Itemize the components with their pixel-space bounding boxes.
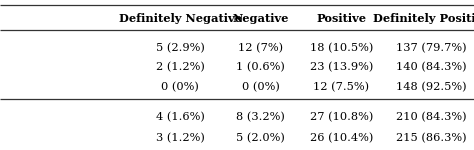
Text: 137 (79.7%): 137 (79.7%) bbox=[396, 43, 466, 53]
Text: Positive: Positive bbox=[316, 12, 366, 24]
Text: 0 (0%): 0 (0%) bbox=[161, 82, 199, 92]
Text: 5 (2.9%): 5 (2.9%) bbox=[155, 43, 205, 53]
Text: 18 (10.5%): 18 (10.5%) bbox=[310, 43, 373, 53]
Text: 12 (7.5%): 12 (7.5%) bbox=[313, 82, 369, 92]
Text: 3 (1.2%): 3 (1.2%) bbox=[155, 133, 205, 143]
Text: 23 (13.9%): 23 (13.9%) bbox=[310, 62, 373, 73]
Text: 26 (10.4%): 26 (10.4%) bbox=[310, 133, 373, 143]
Text: 4 (1.6%): 4 (1.6%) bbox=[155, 112, 205, 122]
Text: 215 (86.3%): 215 (86.3%) bbox=[396, 133, 466, 143]
Text: 12 (7%): 12 (7%) bbox=[238, 43, 283, 53]
Text: 27 (10.8%): 27 (10.8%) bbox=[310, 112, 373, 122]
Text: Definitely Positive: Definitely Positive bbox=[373, 12, 474, 24]
Text: 1 (0.6%): 1 (0.6%) bbox=[236, 62, 285, 73]
Text: 210 (84.3%): 210 (84.3%) bbox=[396, 112, 466, 122]
Text: 2 (1.2%): 2 (1.2%) bbox=[155, 62, 205, 73]
Text: 8 (3.2%): 8 (3.2%) bbox=[236, 112, 285, 122]
Text: Definitely Negative: Definitely Negative bbox=[118, 12, 242, 24]
Text: 5 (2.0%): 5 (2.0%) bbox=[236, 133, 285, 143]
Text: Negative: Negative bbox=[233, 12, 289, 24]
Text: 140 (84.3%): 140 (84.3%) bbox=[396, 62, 466, 73]
Text: 148 (92.5%): 148 (92.5%) bbox=[396, 82, 466, 92]
Text: 0 (0%): 0 (0%) bbox=[242, 82, 280, 92]
